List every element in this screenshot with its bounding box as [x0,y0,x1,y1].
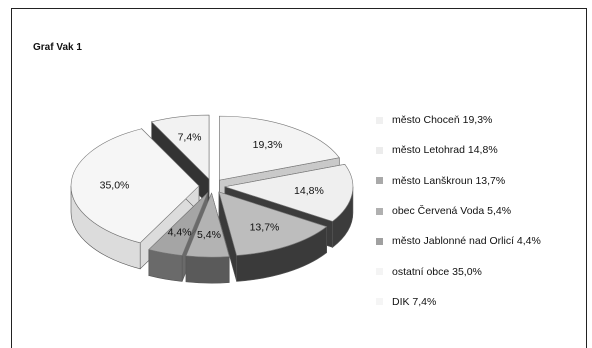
legend-label: město Choceň 19,3% [392,114,493,127]
legend-label: DIK 7,4% [392,295,437,308]
pie-slice-top [185,192,230,258]
pie-slice-top [151,114,210,180]
chart-title: Graf Vak 1 [33,42,82,53]
legend-swatch [376,177,383,185]
data-label-ostatni-obce: 35,0% [100,179,130,191]
data-label-mesto-letohrad: 14,8% [294,185,324,197]
data-label-dik: 7,4% [178,132,202,144]
legend-label: město Jablonné nad Orlicí 4,4% [392,235,541,248]
legend-label: obec Červená Voda 5,4% [392,205,512,218]
pie-chart: 19,3% 14,8% 13,7% 5,4% 4,4% 35,0% 7,4% [70,114,354,284]
legend-swatch [376,207,383,215]
pie-slice-top [218,191,328,256]
legend-swatch [376,298,383,306]
legend-label: město Letohrad 14,8% [392,144,498,157]
legend-item-ostatni-obce: ostatní obce 35,0% [376,256,541,286]
legend-swatch [376,268,383,276]
chart-frame [11,8,587,348]
legend-label: ostatní obce 35,0% [392,265,482,278]
pie-slice-top [70,128,200,244]
legend-item-obec-cervena-voda: obec Červená Voda 5,4% [376,196,541,226]
legend-swatch [376,237,383,245]
legend-label: město Lanškroun 13,7% [392,174,506,187]
legend-item-mesto-letohrad: město Letohrad 14,8% [376,135,541,165]
data-label-obec-cervena-voda: 5,4% [197,229,221,241]
pie-slice-obec-cervena-voda [185,192,230,284]
pie-slice-rim [185,255,230,284]
data-label-mesto-lanskroun: 13,7% [250,221,280,233]
legend-item-mesto-lanskroun: město Lanškroun 13,7% [376,166,541,196]
pie-slice-top [219,115,340,181]
legend-swatch [376,116,383,124]
legend-item-dik: DIK 7,4% [376,287,541,317]
legend-item-mesto-jablonne-nad-orlici: město Jablonné nad Orlicí 4,4% [376,226,541,256]
data-label-mesto-chocen: 19,3% [253,139,283,151]
chart-legend: město Choceň 19,3% město Letohrad 14,8% mě… [376,105,541,317]
pie-slice-mesto-lanskroun [218,191,328,282]
pie-slice-top [148,192,208,256]
legend-item-mesto-chocen: město Choceň 19,3% [376,105,541,135]
legend-swatch [376,146,383,154]
data-label-mesto-jablonne-nad-orlici: 4,4% [168,226,192,238]
pie-slice-top [224,163,354,222]
